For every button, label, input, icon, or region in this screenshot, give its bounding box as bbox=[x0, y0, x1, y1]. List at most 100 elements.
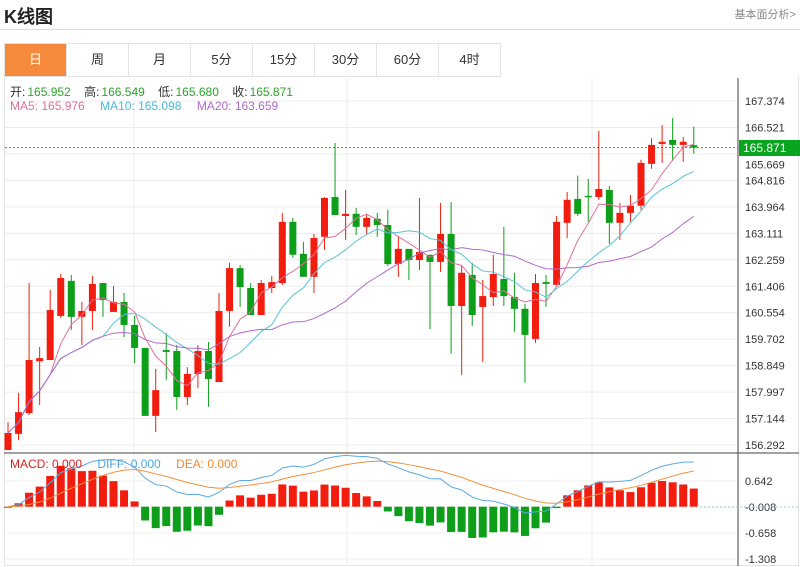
tab-5min[interactable]: 5分 bbox=[191, 44, 253, 76]
candle-down bbox=[67, 280, 75, 317]
candle-down bbox=[542, 282, 550, 284]
candle-down bbox=[510, 296, 518, 309]
diff-line bbox=[7, 454, 694, 514]
candle-down bbox=[447, 233, 455, 306]
tab-15min[interactable]: 15分 bbox=[253, 44, 315, 76]
candle-up bbox=[278, 221, 286, 284]
macd-bar bbox=[4, 506, 12, 508]
candle-up bbox=[25, 360, 33, 414]
candle-up bbox=[110, 301, 117, 312]
high-label: 高: bbox=[84, 85, 100, 99]
candle-down bbox=[352, 213, 360, 227]
candle-down bbox=[468, 274, 476, 315]
candle-down bbox=[669, 139, 677, 145]
open-label: 开: bbox=[10, 85, 26, 99]
macd-bar bbox=[257, 494, 266, 507]
price-tick-label: 157.997 bbox=[745, 387, 785, 399]
macd-bar bbox=[573, 490, 582, 507]
macd-bar bbox=[320, 484, 329, 507]
candle-up bbox=[553, 221, 561, 285]
macd-bar bbox=[468, 506, 477, 538]
candle-down bbox=[584, 195, 592, 198]
macd-bar bbox=[309, 490, 318, 507]
macd-tick-label: 0.642 bbox=[745, 476, 773, 488]
tab-4hour[interactable]: 4时 bbox=[439, 44, 501, 76]
candle-down bbox=[173, 351, 181, 397]
macd-bar bbox=[679, 484, 688, 507]
low-label: 低: bbox=[158, 85, 174, 99]
macd-bar bbox=[352, 493, 361, 507]
candle-up bbox=[626, 205, 634, 213]
fundamental-analysis-link[interactable]: 基本面分析> bbox=[734, 9, 796, 21]
tab-month[interactable]: 月 bbox=[129, 44, 191, 76]
ma10-line bbox=[7, 170, 694, 434]
macd-bar bbox=[151, 506, 160, 529]
candle-up bbox=[595, 188, 603, 198]
tab-day[interactable]: 日 bbox=[5, 44, 67, 76]
macd-bar bbox=[510, 506, 519, 533]
candle-up bbox=[394, 248, 402, 265]
candle-up bbox=[415, 251, 423, 261]
ma-legend: MA5: 165.976 MA10: 165.098 MA20: 163.659 bbox=[10, 99, 280, 113]
macd-bar bbox=[204, 506, 213, 527]
candle-up bbox=[363, 217, 371, 227]
candle-down bbox=[204, 351, 212, 379]
price-tick-label: 163.111 bbox=[745, 228, 783, 240]
candle-down bbox=[426, 254, 434, 262]
candle-down bbox=[236, 268, 244, 288]
macd-bar bbox=[584, 485, 593, 507]
candle-up bbox=[658, 141, 666, 144]
macd-bar bbox=[246, 497, 255, 507]
candle-down bbox=[500, 278, 508, 297]
candle-up bbox=[57, 278, 65, 316]
ohlc-legend: 开: 165.952 高: 166.549 低: 165.680 收: 165.871 bbox=[10, 83, 303, 100]
macd-bar bbox=[130, 501, 139, 507]
macd-bar bbox=[668, 482, 677, 507]
candle-down bbox=[405, 248, 413, 261]
candle-down bbox=[521, 308, 529, 335]
macd-bar bbox=[457, 506, 466, 532]
price-tick-label: 160.554 bbox=[745, 308, 785, 320]
macd-bar bbox=[88, 470, 97, 507]
macd-bar bbox=[183, 506, 192, 531]
candle-up bbox=[46, 310, 54, 361]
macd-bar bbox=[362, 496, 371, 507]
candles bbox=[4, 117, 698, 451]
candle-up bbox=[648, 144, 656, 164]
macd-bar bbox=[77, 471, 86, 507]
current-price-tag: 165.871 bbox=[739, 139, 800, 156]
candle-up bbox=[194, 351, 202, 374]
candle-up bbox=[268, 282, 276, 288]
price-tick-label: 157.144 bbox=[745, 414, 785, 426]
macd-bar bbox=[35, 486, 44, 507]
price-tick-label: 162.259 bbox=[745, 255, 785, 267]
candle-down bbox=[373, 218, 381, 225]
candle-down bbox=[141, 347, 149, 416]
macd-bar bbox=[225, 500, 234, 507]
macd-legend: MACD: 0.000 DIFF: 0.000 DEA: 0.000 bbox=[10, 457, 239, 471]
candle-down bbox=[99, 283, 107, 301]
macd-bar bbox=[331, 485, 340, 507]
macd-bar bbox=[478, 506, 487, 538]
tab-30min[interactable]: 30分 bbox=[315, 44, 377, 76]
candle-up bbox=[152, 390, 160, 416]
candle-up bbox=[679, 141, 687, 145]
candle-down bbox=[690, 145, 698, 148]
macd-bar bbox=[394, 506, 403, 517]
macd-bar bbox=[626, 492, 635, 507]
candle-up bbox=[637, 162, 645, 206]
tab-60min[interactable]: 60分 bbox=[377, 44, 439, 76]
price-tick-label: 159.702 bbox=[745, 334, 785, 346]
ma20-line bbox=[7, 215, 695, 434]
candle-down bbox=[289, 221, 297, 255]
macd-bar bbox=[426, 506, 434, 526]
macd-bar bbox=[373, 501, 382, 507]
macd-bar bbox=[383, 506, 392, 512]
tab-week[interactable]: 周 bbox=[67, 44, 129, 76]
close-label: 收: bbox=[232, 85, 248, 99]
close-value: 165.871 bbox=[249, 85, 293, 99]
candle-up bbox=[479, 296, 487, 307]
candle-up bbox=[78, 310, 86, 317]
candle-up bbox=[88, 283, 96, 311]
